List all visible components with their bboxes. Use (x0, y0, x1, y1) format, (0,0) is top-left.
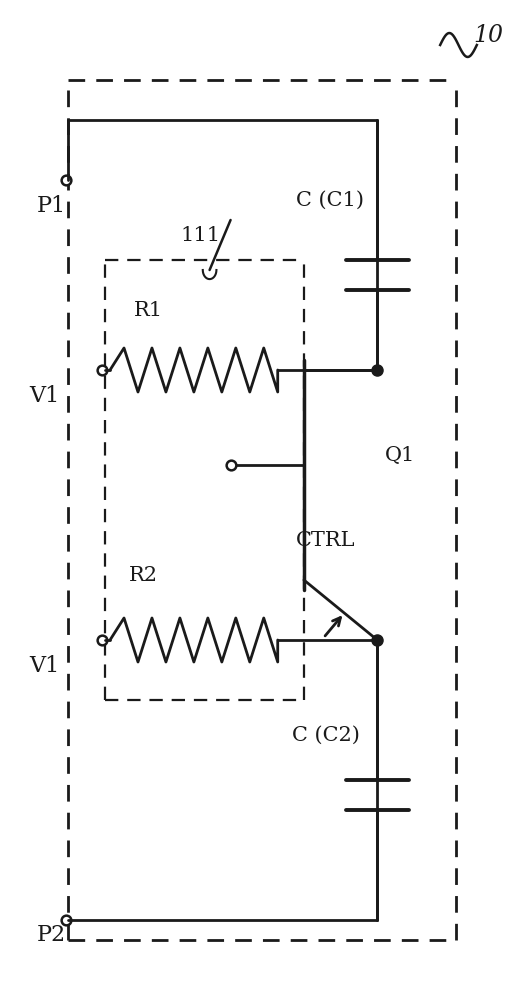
Text: V1: V1 (29, 655, 59, 677)
Text: R2: R2 (128, 566, 157, 585)
Text: C (C1): C (C1) (296, 190, 364, 210)
Text: R1: R1 (134, 301, 163, 320)
Text: CTRL: CTRL (296, 530, 356, 550)
Text: 10: 10 (473, 23, 503, 46)
Text: 111: 111 (181, 226, 221, 245)
Text: C (C2): C (C2) (292, 726, 361, 744)
Text: V1: V1 (29, 385, 59, 407)
Text: P2: P2 (37, 924, 66, 946)
Text: Q1: Q1 (385, 446, 416, 464)
Text: P1: P1 (37, 195, 66, 217)
